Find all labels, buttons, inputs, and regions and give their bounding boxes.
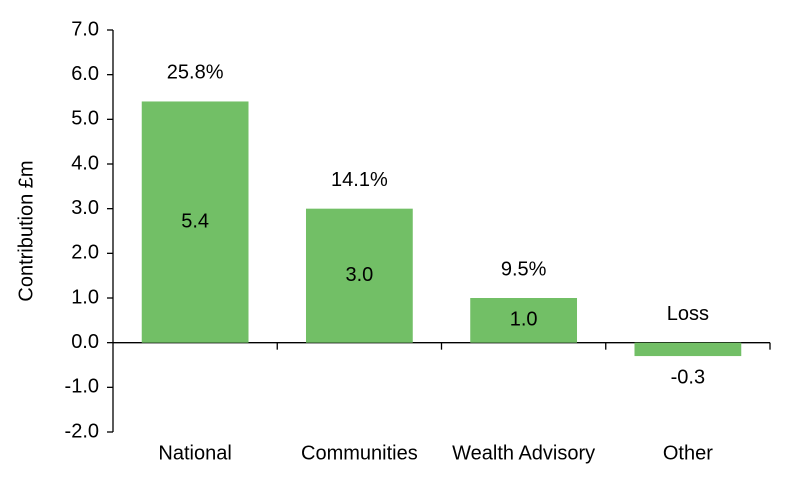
y-tick-label: 2.0 — [71, 242, 99, 264]
x-tick-label: National — [158, 442, 231, 464]
y-tick-label: -2.0 — [65, 420, 99, 442]
annotation: Loss — [667, 303, 709, 325]
y-tick-label: 6.0 — [71, 63, 99, 85]
bar — [141, 101, 249, 343]
y-tick-label: -1.0 — [65, 376, 99, 398]
value-label: 3.0 — [345, 264, 373, 286]
annotation: 14.1% — [331, 169, 388, 191]
y-tick-label: 5.0 — [71, 108, 99, 130]
x-tick-label: Wealth Advisory — [452, 442, 595, 464]
x-tick-label: Communities — [301, 442, 418, 464]
y-tick-label: 0.0 — [71, 331, 99, 353]
x-tick-label: Other — [663, 442, 713, 464]
value-label: -0.3 — [671, 366, 705, 388]
y-tick-label: 4.0 — [71, 152, 99, 174]
bar — [305, 208, 413, 343]
y-tick-label: 1.0 — [71, 286, 99, 308]
annotation: 9.5% — [501, 258, 547, 280]
y-tick-label: 3.0 — [71, 197, 99, 219]
annotation: 25.8% — [167, 62, 224, 84]
y-axis-label: Contribution £m — [15, 160, 37, 301]
bar — [470, 298, 578, 343]
y-tick-label: 7.0 — [71, 18, 99, 40]
value-label: 1.0 — [510, 309, 538, 331]
value-label: 5.4 — [181, 210, 209, 232]
bar — [634, 342, 742, 357]
